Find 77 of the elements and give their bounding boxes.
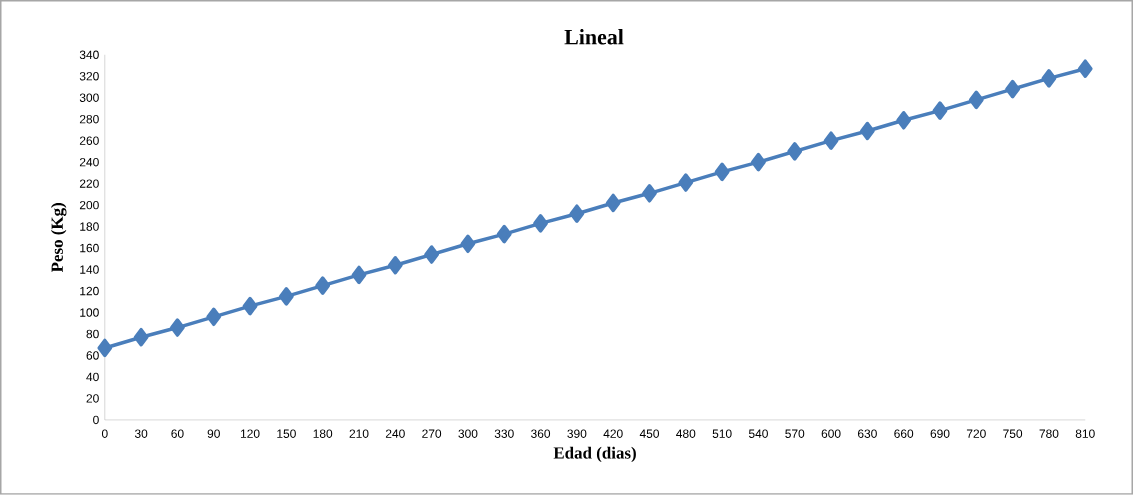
point [242, 296, 258, 316]
point [823, 131, 839, 151]
x-tick-label: 150 [277, 429, 296, 439]
x-tick-label: 330 [494, 429, 514, 439]
y-tick-label: 260 [79, 136, 99, 146]
y-tick-label: 300 [79, 93, 99, 103]
x-tick-label: 300 [458, 429, 478, 439]
point [932, 101, 948, 120]
point [1005, 80, 1020, 99]
x-tick-label: 270 [422, 429, 442, 439]
x-tick-label: 450 [639, 429, 659, 439]
x-tick-label: 660 [894, 429, 914, 439]
point [1077, 59, 1093, 79]
x-tick-label: 240 [385, 429, 405, 439]
x-tick-label: 540 [748, 429, 768, 439]
x-tick-label: 30 [134, 429, 148, 439]
point [678, 173, 694, 192]
y-tick-label: 140 [80, 265, 99, 274]
x-tick-label: 780 [1039, 429, 1059, 439]
point [642, 184, 657, 203]
point [97, 338, 113, 358]
point [424, 245, 439, 264]
point [896, 111, 912, 130]
x-tick-label: 390 [567, 429, 587, 439]
point [859, 121, 875, 141]
point [206, 307, 222, 327]
x-tick-label: 600 [821, 429, 841, 439]
y-tick-label: 180 [80, 222, 99, 231]
y-tick-label: 240 [79, 158, 99, 167]
point [787, 142, 803, 161]
y-axis-title: Peso (Kg) [50, 203, 67, 273]
x-tick-label: 810 [1075, 429, 1095, 439]
y-tick-label: 80 [86, 329, 99, 339]
y-tick-label: 280 [79, 115, 99, 124]
x-tick-label: 480 [676, 429, 696, 439]
y-tick-label: 20 [86, 394, 99, 403]
y-tick-label: 60 [86, 351, 99, 360]
point [315, 276, 331, 296]
x-tick-label: 420 [603, 429, 623, 439]
point [460, 234, 476, 254]
chart-title: Lineal [564, 29, 624, 45]
x-tick-label: 630 [858, 429, 877, 439]
point [133, 328, 149, 347]
x-tick-label: 60 [171, 429, 184, 439]
point [605, 193, 621, 213]
x-tick-label: 90 [207, 429, 220, 439]
point [496, 225, 512, 244]
point [751, 153, 766, 172]
point [968, 90, 984, 110]
y-tick-label: 120 [80, 286, 99, 296]
x-tick-label: 570 [785, 429, 805, 439]
y-tick-label: 200 [79, 201, 99, 210]
point [533, 214, 548, 233]
y-tick-label: 160 [80, 243, 99, 253]
x-tick-label: 360 [531, 429, 551, 439]
y-tick-label: 320 [79, 72, 99, 81]
point [1041, 69, 1057, 88]
point [569, 204, 585, 224]
point [387, 256, 403, 275]
x-axis-title: Edad (dias) [553, 446, 636, 463]
x-tick-label: 510 [712, 429, 732, 439]
x-tick-label: 720 [966, 429, 986, 439]
x-tick-label: 750 [1003, 429, 1023, 439]
point [278, 287, 294, 306]
x-tick-label: 120 [240, 429, 260, 439]
x-tick-label: 210 [349, 429, 369, 439]
y-tick-label: 40 [86, 372, 99, 382]
point [714, 162, 730, 182]
y-tick-label: 340 [79, 50, 99, 60]
point [351, 265, 367, 285]
x-tick-label: 180 [313, 429, 333, 439]
y-tick-label: 220 [79, 179, 99, 189]
point [170, 318, 185, 337]
x-tick-label: 690 [930, 429, 950, 439]
y-tick-label: 100 [80, 308, 99, 317]
x-tick-label: 0 [101, 429, 108, 439]
y-tick-label: 0 [93, 415, 99, 425]
